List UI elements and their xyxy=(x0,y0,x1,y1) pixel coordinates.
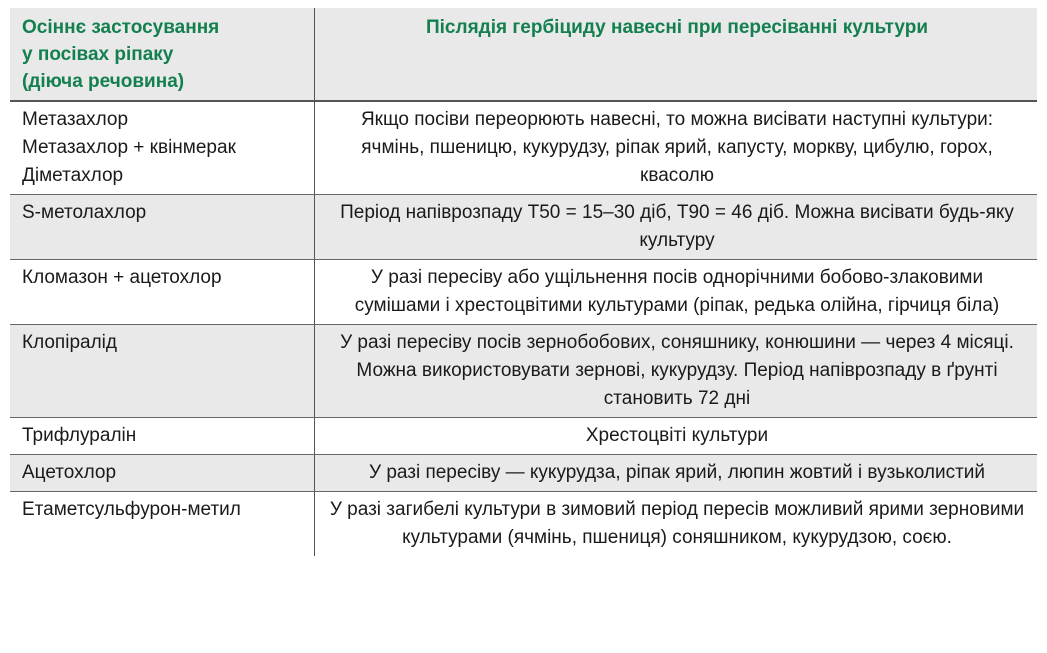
table-row: Метазахлор Метазахлор + квінмерак Дімета… xyxy=(10,101,1037,195)
substance-cell: S-метолахлор xyxy=(10,194,315,260)
table-row: Ацетохлор У разі пересіву — кукурудза, рі… xyxy=(10,454,1037,492)
substance-cell: Клопіралід xyxy=(10,324,315,418)
table-row: Клопіралід У разі пересіву посів зернобоб… xyxy=(10,324,1037,418)
aftereffect-cell: Якщо посіви переорюють навесні, то можна… xyxy=(314,101,1037,195)
aftereffect-cell: Хрестоцвіті культури xyxy=(314,417,1037,455)
aftereffect-cell: У разі пересіву посів зернобобових, соня… xyxy=(314,324,1037,418)
header-row: Осіннє застосування у посівах ріпаку (ді… xyxy=(10,8,1037,102)
herbicide-table: Осіннє застосування у посівах ріпаку (ді… xyxy=(10,8,1037,556)
substance-cell: Етаметсульфурон-метил xyxy=(10,491,315,556)
aftereffect-cell: У разі пересіву або ущільнення посів одн… xyxy=(314,259,1037,325)
aftereffect-cell: Період напіврозпаду Т50 = 15–30 діб, Т90… xyxy=(314,194,1037,260)
substance-cell: Метазахлор Метазахлор + квінмерак Дімета… xyxy=(10,101,315,195)
header-aftereffect: Післядія гербіциду навесні при пересіван… xyxy=(314,8,1037,102)
aftereffect-cell: У разі пересіву — кукурудза, ріпак ярий,… xyxy=(314,454,1037,492)
table-row: Кломазон + ацетохлор У разі пересіву або … xyxy=(10,259,1037,325)
header-application: Осіннє застосування у посівах ріпаку (ді… xyxy=(10,8,315,102)
table-row: S-метолахлор Період напіврозпаду Т50 = 15… xyxy=(10,194,1037,260)
substance-cell: Трифлуралін xyxy=(10,417,315,455)
table-row: Етаметсульфурон-метил У разі загибелі кул… xyxy=(10,491,1037,556)
aftereffect-cell: У разі загибелі культури в зимовий періо… xyxy=(314,491,1037,556)
substance-cell: Ацетохлор xyxy=(10,454,315,492)
table-row: Трифлуралін Хрестоцвіті культури xyxy=(10,417,1037,455)
substance-cell: Кломазон + ацетохлор xyxy=(10,259,315,325)
